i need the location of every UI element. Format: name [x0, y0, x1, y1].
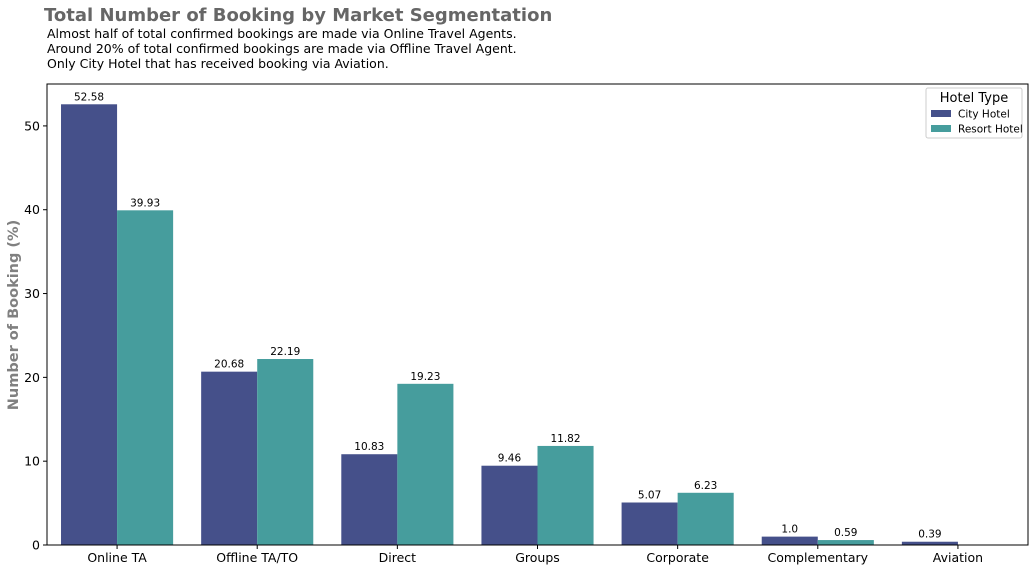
y-tick-label-4: 40: [24, 202, 40, 217]
legend-label-resort-hotel: Resort Hotel: [958, 124, 1023, 136]
y-axis-label: Number of Booking (%): [6, 220, 22, 410]
data-label-resort-hotel-5: 0.59: [834, 527, 857, 539]
x-axis: Online TA Offline TA/TO Direct Groups Corpor…: [87, 545, 983, 565]
y-tick-label-5: 50: [24, 118, 40, 133]
data-label-city-hotel-0: 52.58: [74, 91, 104, 103]
data-labels-group: 52.58 39.93 20.68 22.19 10.83 19.23 9.46 11.82 5…: [74, 91, 942, 540]
bar-resort-hotel-0: [117, 210, 174, 545]
bar-city-hotel-4: [621, 502, 678, 545]
data-label-city-hotel-3: 9.46: [498, 453, 522, 465]
data-label-city-hotel-5: 1.0: [781, 524, 798, 536]
y-tick-label-2: 20: [24, 370, 40, 385]
legend: Hotel Type City Hotel Resort Hotel: [925, 87, 1023, 139]
data-label-city-hotel-1: 20.68: [214, 359, 244, 371]
plot-frame: [46, 83, 1029, 546]
y-tick-label-3: 30: [24, 286, 40, 301]
bar-resort-hotel-3: [537, 445, 594, 545]
bar-city-hotel-6: [901, 541, 958, 545]
data-label-city-hotel-6: 0.39: [918, 529, 941, 541]
legend-label-city-hotel: City Hotel: [958, 109, 1010, 121]
data-label-city-hotel-2: 10.83: [354, 441, 384, 453]
bar-city-hotel-3: [481, 465, 538, 545]
bar-city-hotel-1: [201, 371, 258, 545]
x-tick-label-0: Online TA: [87, 550, 147, 565]
data-label-resort-hotel-3: 11.82: [550, 433, 580, 445]
bar-resort-hotel-2: [397, 383, 454, 545]
data-label-resort-hotel-2: 19.23: [410, 371, 440, 383]
bars-group: [61, 104, 958, 545]
bar-city-hotel-5: [761, 536, 818, 545]
x-tick-label-4: Corporate: [646, 550, 709, 565]
y-tick-label-1: 10: [24, 454, 40, 469]
bar-resort-hotel-4: [677, 492, 734, 545]
chart-subtitle-line-2: Around 20% of total confirmed bookings a…: [47, 41, 517, 56]
bar-resort-hotel-5: [817, 540, 874, 545]
data-label-city-hotel-4: 5.07: [638, 490, 661, 502]
chart-subtitle-line-3: Only City Hotel that has received bookin…: [47, 56, 389, 71]
bar-resort-hotel-1: [257, 359, 314, 545]
data-label-resort-hotel-0: 39.93: [130, 197, 160, 209]
legend-swatch-city-hotel: [931, 110, 951, 117]
x-tick-label-5: Complementary: [768, 550, 869, 565]
chart-subtitle-line-1: Almost half of total confirmed bookings …: [47, 26, 517, 41]
legend-swatch-resort-hotel: [931, 125, 951, 132]
x-tick-label-3: Groups: [515, 550, 560, 565]
bar-city-hotel-0: [61, 104, 118, 545]
data-label-resort-hotel-4: 6.23: [694, 480, 717, 492]
x-tick-label-1: Offline TA/TO: [216, 550, 298, 565]
x-tick-label-2: Direct: [379, 550, 417, 565]
x-tick-label-6: Aviation: [933, 550, 983, 565]
y-tick-label-0: 0: [32, 538, 40, 553]
y-axis: 0 10 20 30 40 50: [24, 118, 47, 553]
bar-city-hotel-2: [341, 454, 398, 545]
chart-title: Total Number of Booking by Market Segmen…: [44, 5, 552, 26]
data-label-resort-hotel-1: 22.19: [270, 346, 300, 358]
legend-title: Hotel Type: [940, 91, 1008, 106]
